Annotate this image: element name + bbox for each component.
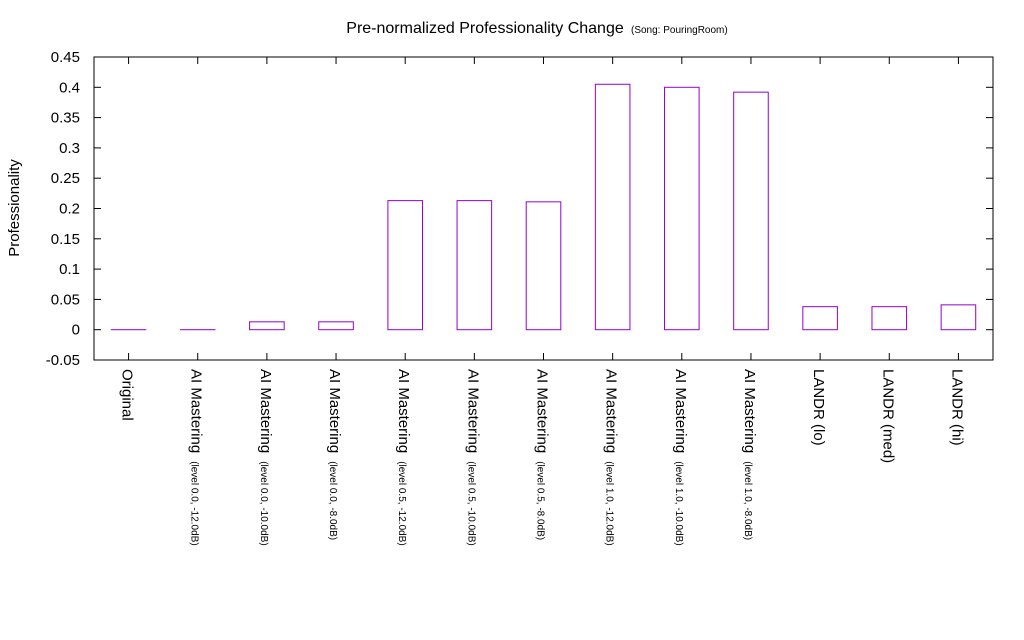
y-tick-label: -0.05 (46, 352, 80, 369)
y-axis-ticks: -0.05 0 0.05 0.1 0.15 0.2 0.25 0.3 0.35 0.4 0.45 (46, 49, 993, 369)
bar-5 (456, 200, 493, 331)
y-tick-label: 0.2 (59, 201, 80, 218)
x-tick-label-main: AI Mastering (464, 369, 481, 453)
bars-group (110, 83, 977, 331)
bar-4 (387, 200, 423, 331)
x-tick-label-main: LANDR (lo) (810, 369, 827, 446)
x-tick-label-main: LANDR (med) (879, 369, 896, 463)
bar-2 (249, 321, 285, 331)
bar-8 (664, 86, 700, 331)
bar-6 (525, 201, 562, 331)
x-tick-label: LANDR (hi) (948, 369, 965, 446)
bar-9 (733, 91, 769, 331)
y-tick-label: 0.15 (51, 231, 80, 248)
bar-12 (940, 304, 977, 331)
x-tick-label: LANDR (med) (879, 369, 896, 463)
x-tick-label-sub: (level 0.0, -8.0dB) (327, 461, 338, 540)
x-tick-label: AI Mastering (level 0.0, -8.0dB) (326, 369, 343, 540)
x-tick-label: AI Mastering (level 0.0, -10.0dB) (257, 369, 274, 546)
chart-title-text: Pre-normalized Professionality Change (346, 20, 624, 37)
x-tick-label-main: AI Mastering (257, 369, 274, 453)
x-tick-label: Original (119, 369, 136, 421)
y-tick-label: 0.05 (51, 291, 80, 308)
x-tick-label-main: AI Mastering (395, 369, 412, 453)
y-tick-label: 0.1 (59, 261, 80, 278)
x-tick-label-main: AI Mastering (326, 369, 343, 453)
x-tick-label: AI Mastering (level 0.5, -12.0dB) (395, 369, 412, 546)
x-tick-label-sub: (level 1.0, -8.0dB) (742, 461, 753, 540)
chart-subtitle-text: (Song: PouringRoom) (631, 25, 728, 36)
x-tick-label-sub: (level 0.0, -12.0dB) (189, 461, 200, 546)
x-tick-label-sub: (level 0.0, -10.0dB) (258, 461, 269, 546)
x-tick-label: AI Mastering (level 0.5, -8.0dB) (534, 369, 551, 540)
chart-title: Pre-normalized Professionality Change (S… (346, 20, 727, 37)
x-tick-label-sub: (level 1.0, -12.0dB) (604, 461, 615, 546)
y-axis-label: Professionality (6, 159, 23, 257)
x-tick-label-main: AI Mastering (672, 369, 689, 453)
bar-10 (802, 306, 838, 331)
x-tick-label: LANDR (lo) (810, 369, 827, 446)
y-tick-label: 0 (72, 322, 80, 339)
y-tick-label: 0.25 (51, 170, 80, 187)
plot-frame (93, 56, 994, 361)
y-tick-label: 0.4 (59, 79, 80, 96)
x-tick-label-main: AI Mastering (603, 369, 620, 453)
x-axis-tick-labels: Original AI Mastering (level 0.0, -12.0dB)… (119, 369, 966, 546)
x-tick-label-sub: (level 0.5, -10.0dB) (465, 461, 476, 545)
x-tick-label-main: Original (119, 369, 136, 421)
x-tick-label-main: AI Mastering (188, 369, 205, 453)
bar-3 (318, 321, 354, 331)
x-tick-label-main: LANDR (hi) (948, 369, 965, 446)
x-tick-label: AI Mastering (level 0.0, -12.0dB) (188, 369, 205, 546)
bar-11 (871, 306, 908, 331)
x-tick-label: AI Mastering (level 1.0, -8.0dB) (741, 369, 758, 540)
x-tick-label-main: AI Mastering (534, 369, 551, 453)
y-tick-label: 0.3 (59, 140, 80, 157)
x-tick-label-sub: (level 0.5, -12.0dB) (396, 461, 407, 546)
x-tick-label: AI Mastering (level 0.5, -10.0dB) (464, 369, 481, 546)
bar-7 (594, 83, 631, 331)
y-tick-label: 0.35 (51, 110, 80, 127)
x-tick-label-main: AI Mastering (741, 369, 758, 453)
y-tick-label: 0.45 (51, 49, 80, 66)
x-tick-label-sub: (level 0.5, -8.0dB) (535, 461, 546, 540)
x-tick-label-sub: (level 1.0, -10.0dB) (673, 461, 684, 546)
x-tick-label: AI Mastering (level 1.0, -12.0dB) (603, 369, 620, 546)
x-tick-label: AI Mastering (level 1.0, -10.0dB) (672, 369, 689, 546)
x-axis-ticks (128, 57, 959, 360)
